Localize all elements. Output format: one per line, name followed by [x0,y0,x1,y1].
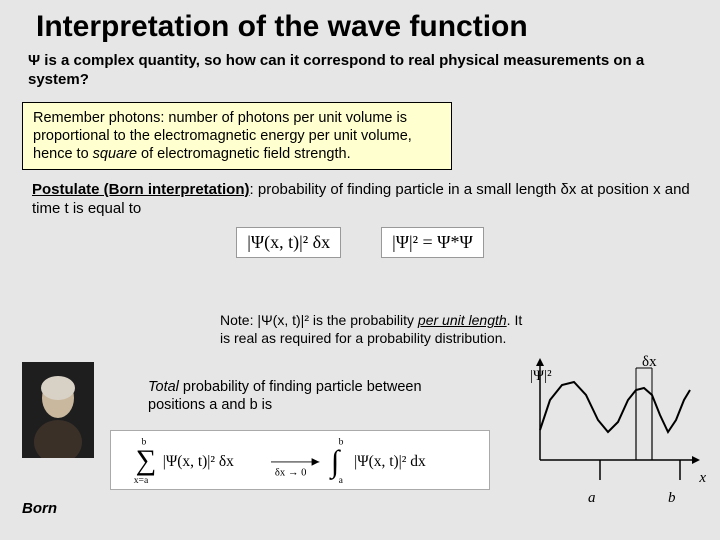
totalprob-em: Total [148,379,179,395]
postulate-lead: Postulate (Born interpretation) [32,181,250,198]
born-portrait [22,362,94,458]
intro-text: Ψ is a complex quantity, so how can it c… [0,52,720,98]
svg-text:a: a [339,475,344,486]
postulate-text: Postulate (Born interpretation): probabi… [0,180,720,225]
total-probability-text: Total probability of finding particle be… [148,378,468,414]
chart-b-label: b [668,490,676,507]
photons-callout: Remember photons: number of photons per … [22,102,452,170]
equation-psi-squared-dx: |Ψ(x, t)|² δx [236,227,341,258]
note-l1a: Note: |Ψ(x, t)|² is the probability [220,312,418,328]
svg-text:δx → 0: δx → 0 [275,467,307,478]
svg-text:x=a: x=a [134,475,149,486]
callout-em: square [93,146,137,162]
equation-psi-conjugate: |Ψ|² = Ψ*Ψ [381,227,484,258]
note-l1c: . [507,312,511,328]
callout-text-2: of electromagnetic field strength. [137,146,351,162]
page-title: Interpretation of the wave function [0,0,720,52]
chart-dx-label: δx [642,354,657,371]
svg-text:∑: ∑ [136,445,157,477]
svg-text:|Ψ(x, t)|² dx: |Ψ(x, t)|² dx [354,453,426,470]
svg-text:|Ψ(x, t)|² δx: |Ψ(x, t)|² δx [163,453,234,470]
born-caption: Born [22,500,57,517]
chart-ylabel: |Ψ|² [530,368,552,385]
svg-text:b: b [141,437,146,448]
probability-density-chart: |Ψ|² δx x a b [532,350,702,520]
svg-text:b: b [339,437,344,448]
chart-a-label: a [588,490,596,507]
equation-row: |Ψ(x, t)|² δx |Ψ|² = Ψ*Ψ [0,225,720,264]
chart-xlabel: x [699,470,706,487]
note-l1b: per unit length [418,312,507,328]
sum-integral-equation: ∑ x=a b |Ψ(x, t)|² δx δx → 0 ∫ a b |Ψ(x,… [110,430,490,490]
note-text: Note: |Ψ(x, t)|² is the probability per … [220,312,530,347]
totalprob-rest: probability of finding particle between … [148,379,422,413]
